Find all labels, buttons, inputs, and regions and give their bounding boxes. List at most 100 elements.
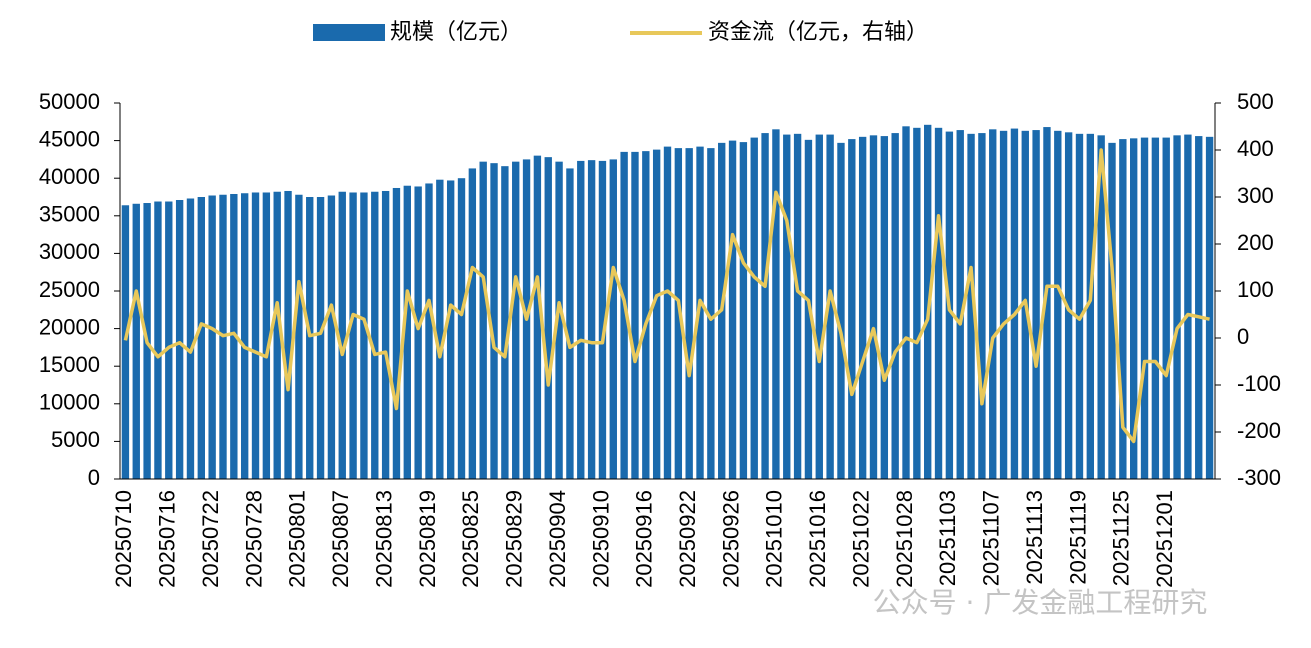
x-tick-label: 20250825: [458, 490, 483, 588]
bar: [1075, 133, 1084, 479]
bar: [902, 126, 910, 479]
bar: [1043, 127, 1051, 480]
bar: [360, 192, 368, 479]
bar: [1205, 136, 1214, 479]
watermark: 公众号 · 广发金融工程研究: [873, 586, 1208, 619]
bar: [425, 183, 433, 480]
bar: [533, 155, 542, 479]
y-tick-label: 10000: [39, 390, 100, 415]
bar: [327, 195, 336, 479]
y-tick-label: 45000: [39, 126, 100, 151]
bar: [642, 151, 650, 480]
bar: [555, 161, 563, 479]
bar: [707, 148, 715, 479]
y2-tick-label: 0: [1237, 324, 1249, 349]
x-tick-label: 20251010: [762, 490, 787, 588]
bar: [392, 187, 401, 479]
bar: [197, 197, 205, 479]
x-tick-label: 20250807: [328, 490, 353, 588]
x-tick-label: 20250722: [198, 490, 223, 588]
bar: [154, 201, 162, 479]
bar: [306, 197, 314, 479]
x-tick-label: 20250926: [718, 490, 743, 588]
bar: [230, 193, 238, 479]
y2-tick-label: 100: [1237, 277, 1274, 302]
bar: [1162, 137, 1170, 480]
x-tick-label: 20251028: [892, 490, 917, 588]
bar: [1173, 135, 1181, 479]
bar: [989, 129, 997, 479]
bar: [186, 198, 195, 479]
x-tick-label: 20250904: [545, 490, 570, 588]
x-tick-label: 20251201: [1152, 490, 1177, 588]
x-tick-label: 20251125: [1109, 490, 1134, 586]
bar: [446, 180, 455, 479]
bar: [956, 130, 964, 479]
y-tick-label: 15000: [39, 352, 100, 377]
bar: [1108, 142, 1116, 479]
bar: [457, 178, 466, 479]
bar: [468, 168, 477, 479]
legend-swatch: [313, 24, 385, 41]
bar: [815, 134, 823, 480]
bar: [1184, 134, 1192, 480]
bar: [609, 159, 617, 479]
x-tick-label: 20250801: [285, 490, 310, 588]
bar: [577, 160, 585, 480]
bar: [674, 148, 683, 479]
bar: [891, 133, 899, 479]
y-tick-label: 35000: [39, 202, 100, 227]
x-tick-label: 20251022: [848, 490, 873, 588]
x-tick-label: 20250728: [241, 490, 266, 588]
x-tick-label: 20251107: [979, 490, 1004, 586]
bar: [251, 192, 260, 479]
bar: [761, 133, 769, 479]
bar: [598, 160, 607, 480]
y-tick-label: 0: [88, 465, 100, 490]
bar: [349, 192, 357, 479]
bar: [848, 139, 856, 479]
bar: [739, 142, 748, 479]
bar: [999, 130, 1008, 479]
bar: [880, 136, 889, 479]
x-tick-label: 20250716: [155, 490, 180, 588]
bar: [316, 197, 325, 479]
bar: [295, 194, 303, 479]
bar: [772, 129, 780, 479]
bar: [663, 146, 672, 479]
bar: [338, 191, 346, 479]
y-tick-label: 30000: [39, 239, 100, 264]
bar: [208, 195, 216, 479]
bar: [869, 135, 878, 479]
y-tick-label: 5000: [51, 427, 100, 452]
bar: [1195, 136, 1203, 479]
bar: [728, 140, 737, 479]
bar: [652, 149, 661, 479]
y2-tick-label: 300: [1237, 183, 1274, 208]
x-tick-label: 20250829: [502, 490, 527, 588]
bar: [1086, 133, 1095, 479]
bar: [587, 160, 596, 480]
y2-tick-label: -200: [1237, 418, 1281, 443]
bar: [1130, 138, 1138, 479]
bar: [837, 142, 845, 479]
bar: [175, 200, 184, 479]
bar: [1032, 130, 1040, 479]
bar: [967, 133, 975, 479]
bar: [544, 157, 552, 480]
y2-tick-label: 200: [1237, 230, 1274, 255]
legend-label: 资金流（亿元，右轴）: [708, 20, 928, 45]
bar: [121, 205, 130, 479]
y2-tick-label: -300: [1237, 465, 1281, 490]
bar: [1140, 137, 1149, 480]
bar: [793, 133, 802, 479]
bar: [934, 127, 943, 479]
bar: [273, 191, 281, 479]
x-tick-label: 20251113: [1022, 490, 1047, 585]
bar: [512, 161, 520, 479]
bar: [631, 151, 639, 479]
y-tick-label: 25000: [39, 277, 100, 302]
bar: [262, 192, 271, 479]
x-tick-label: 20250910: [588, 490, 613, 588]
y2-tick-label: 500: [1237, 89, 1274, 114]
